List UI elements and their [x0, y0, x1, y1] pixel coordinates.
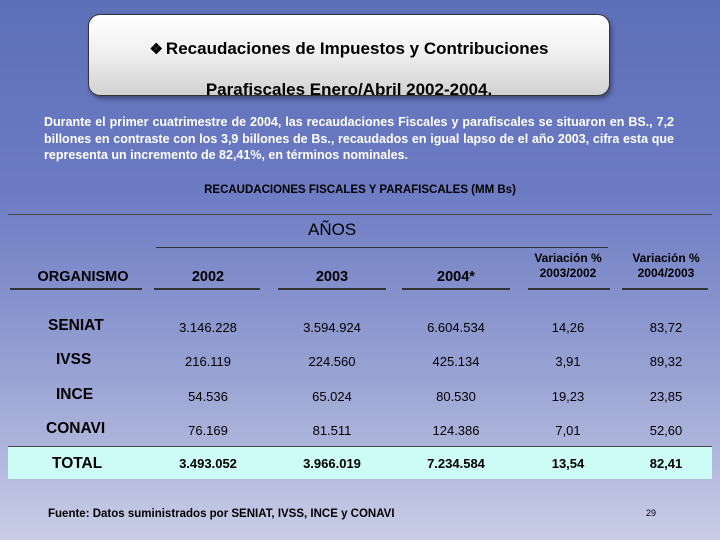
cell-conavi-2002: 76.169 [188, 423, 228, 438]
cell-ince-var1: 19,23 [551, 389, 585, 404]
row-org-ivss: IVSS [56, 351, 92, 368]
cell-ince-2004: 80.530 [436, 389, 476, 404]
cell-total-2002: 3.493.052 [179, 456, 237, 471]
page-number: 29 [646, 508, 657, 518]
row-org-seniat: SENIAT [48, 317, 104, 334]
cell-seniat-2002: 3.146.228 [179, 320, 237, 335]
header-variacion-2: Variación % 2004/2003 [614, 251, 718, 281]
cell-conavi-var1: 7,01 [555, 423, 581, 438]
cell-total-var2: 82,41 [649, 456, 683, 471]
cell-conavi-var2: 52,60 [649, 423, 683, 438]
cell-total-var1: 13,54 [551, 456, 585, 471]
title-line-1: ❖ Recaudaciones de Impuestos y Contribuci… [89, 39, 609, 59]
header-organismo: ORGANISMO [37, 269, 129, 285]
cell-seniat-2004: 6.604.534 [427, 320, 485, 335]
row-org-conavi: CONAVI [46, 420, 106, 437]
cell-ivss-2004: 425.134 [432, 354, 480, 369]
total-row [8, 447, 712, 479]
years-underline [156, 247, 608, 248]
header-variacion-1-label: Variación % [534, 251, 602, 265]
header-rule-var2 [622, 288, 708, 290]
source-note: Fuente: Datos suministrados por SENIAT, … [48, 508, 395, 520]
cell-total-2004: 7.234.584 [427, 456, 485, 471]
cell-ivss-var1: 3,91 [555, 354, 581, 369]
cell-ivss-var2: 89,32 [649, 354, 683, 369]
cell-ince-var2: 23,85 [649, 389, 683, 404]
header-rule-var1 [528, 288, 610, 290]
title-text-1: Recaudaciones de Impuestos y Contribucio… [165, 39, 549, 58]
title-box: ❖ Recaudaciones de Impuestos y Contribuci… [88, 14, 610, 99]
row-org-total: TOTAL [52, 455, 103, 472]
cell-seniat-2003: 3.594.924 [303, 320, 361, 335]
header-variacion-2-period: 2004/2003 [637, 266, 695, 280]
header-2003: 2003 [315, 269, 349, 285]
header-variacion-2-label: Variación % [632, 251, 700, 265]
header-rule-2002 [154, 288, 260, 290]
title-line-2: Parafiscales Enero/Abril 2002-2004. [205, 80, 493, 99]
table-total-rule [8, 446, 712, 447]
years-group-header: AÑOS [308, 220, 357, 239]
intro-paragraph: Durante el primer cuatrimestre de 2004, … [44, 115, 674, 162]
header-variacion-1-period: 2003/2002 [539, 266, 597, 280]
header-2004: 2004* [437, 269, 475, 285]
cell-seniat-var1: 14,26 [551, 320, 585, 335]
header-variacion-1: Variación % 2003/2002 [518, 251, 618, 281]
header-rule-2003 [278, 288, 386, 290]
table-title: RECAUDACIONES FISCALES Y PARAFISCALES (M… [204, 184, 516, 196]
cell-seniat-var2: 83,72 [649, 320, 683, 335]
cell-ince-2002: 54.536 [188, 389, 228, 404]
cell-ince-2003: 65.024 [312, 389, 352, 404]
row-org-ince: INCE [56, 386, 94, 403]
header-rule-2004 [402, 288, 510, 290]
header-2002: 2002 [191, 269, 225, 285]
cell-ivss-2003: 224.560 [308, 354, 356, 369]
table-top-rule [8, 214, 712, 215]
cell-conavi-2003: 81.511 [312, 423, 352, 438]
header-rule-organismo [10, 288, 142, 290]
diamond-bullet-icon: ❖ [149, 41, 163, 58]
cell-conavi-2004: 124.386 [432, 423, 480, 438]
cell-total-2003: 3.966.019 [303, 456, 361, 471]
cell-ivss-2002: 216.119 [184, 354, 232, 369]
